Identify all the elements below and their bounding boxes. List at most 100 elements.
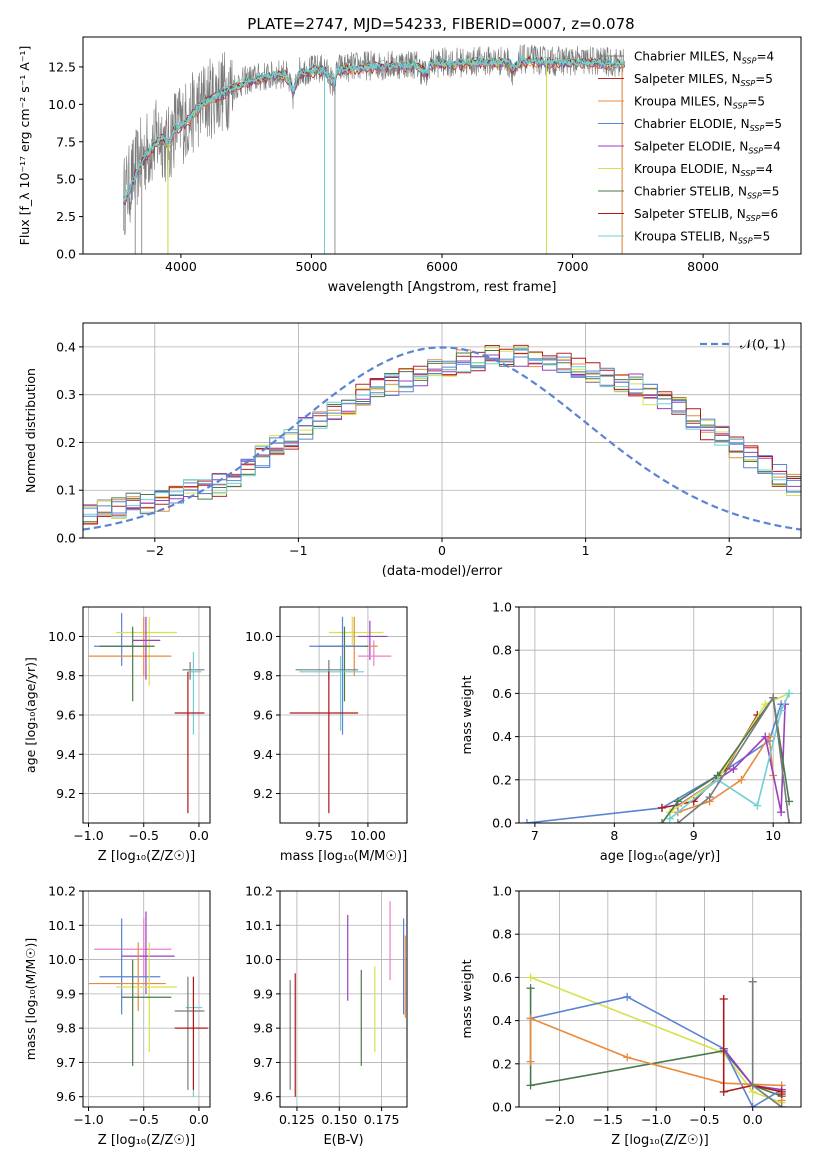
plot-area — [122, 44, 626, 254]
y-tick-label: 7.5 — [56, 134, 76, 149]
y-axis-label: mass [log₁₀(M/M☉)] — [23, 938, 38, 1060]
x-tick-label: 8000 — [687, 259, 719, 274]
panel-massweight-vs-age: 7 8 9 10 0.0 0.2 0.4 0.6 0.8 1.0 age [log₁₀(age/yr… — [459, 600, 802, 864]
plot-area — [83, 891, 210, 1107]
y-tick-label: 0.8 — [492, 927, 512, 942]
x-tick-label: 6000 — [426, 259, 458, 274]
y-tick-label: 0.2 — [492, 772, 512, 787]
legend-label: Chabrier MILES, NSSP=4 — [634, 50, 774, 66]
legend-label: Kroupa MILES, NSSP=5 — [634, 95, 765, 111]
plot-area — [519, 891, 801, 1107]
mass-weight-line — [677, 696, 790, 823]
y-tick-label: 9.6 — [253, 708, 273, 723]
y-tick-label: 0.2 — [492, 1056, 512, 1071]
plot-area — [83, 323, 801, 538]
x-axis-label: Z [log₁₀(Z/Z☉)] — [611, 1133, 708, 1148]
y-tick-label: 0.4 — [492, 1013, 512, 1028]
plot-area — [280, 607, 407, 823]
y-axis-label: Flux [f_λ 10⁻¹⁷ erg cm⁻² s⁻¹ A⁻¹] — [17, 46, 32, 246]
x-tick-label: 0 — [438, 543, 446, 558]
x-tick-label: 0.175 — [364, 1112, 400, 1127]
y-tick-label: 9.6 — [56, 1089, 76, 1104]
y-tick-label: 0.0 — [492, 1100, 512, 1115]
legend-label: 𝒩(0, 1) — [740, 337, 786, 352]
x-tick-label: 5000 — [296, 259, 328, 274]
y-tick-label: 9.7 — [253, 1055, 273, 1070]
y-tick-label: 10.0 — [245, 629, 273, 644]
x-axis-label: Z [log₁₀(Z/Z☉)] — [98, 1133, 195, 1148]
y-tick-label: 5.0 — [56, 172, 76, 187]
legend-label: Chabrier ELODIE, NSSP=5 — [634, 117, 782, 133]
y-tick-label: 0.0 — [492, 816, 512, 831]
axes-frame — [82, 890, 211, 1108]
x-axis-label: Z [log₁₀(Z/Z☉)] — [98, 849, 195, 864]
y-tick-label: 10.0 — [48, 97, 76, 112]
x-tick-label: 10 — [765, 828, 781, 843]
y-tick-label: 1.0 — [492, 600, 512, 615]
y-axis-label: mass weight — [459, 959, 474, 1038]
y-tick-label: 9.6 — [253, 1089, 273, 1104]
panel-massweight-vs-Z: −2.0 −1.5 −1.0 −0.5 0.0 0.0 0.2 0.4 0.6 0.8 1.0 Z [… — [459, 884, 802, 1148]
legend-label: Salpeter ELODIE, NSSP=4 — [634, 140, 781, 156]
legend-label: Kroupa ELODIE, NSSP=4 — [634, 162, 773, 178]
gaussian-curve — [83, 346, 801, 531]
legend-label: Salpeter MILES, NSSP=5 — [634, 72, 773, 88]
x-tick-label: 0.0 — [743, 1112, 763, 1127]
x-axis-label: wavelength [Angstrom, rest frame] — [328, 280, 557, 295]
x-tick-label: 1 — [582, 543, 590, 558]
panel-residuals: −2 −1 0 1 2 0.0 0.1 0.2 0.3 0.4 (data-model)/error… — [23, 322, 802, 579]
x-tick-label: 9.75 — [305, 828, 333, 843]
y-tick-label: 1.0 — [492, 884, 512, 899]
panel-spectrum: 4000 5000 6000 7000 8000 0.0 2.5 5.0 7.5 10.0 12.5… — [17, 36, 802, 295]
x-tick-label: 9 — [690, 828, 698, 843]
y-tick-label: 9.9 — [253, 986, 273, 1001]
y-tick-label: 0.6 — [492, 686, 512, 701]
spectrum-data-line — [123, 44, 626, 236]
y-tick-label: 9.4 — [56, 747, 76, 762]
y-tick-label: 9.8 — [56, 1021, 76, 1036]
y-tick-label: 0.4 — [492, 729, 512, 744]
x-tick-label: 2 — [725, 543, 733, 558]
x-tick-label: 4000 — [165, 259, 197, 274]
axes-frame — [518, 890, 802, 1108]
y-tick-label: 10.0 — [245, 952, 273, 967]
panel-mass-vs-EBV: 0.125 0.150 0.175 9.6 9.7 9.8 9.9 10.0 10.1 10.2 E… — [245, 884, 408, 1148]
y-tick-label: 10.1 — [245, 918, 273, 933]
y-tick-label: 9.4 — [253, 747, 273, 762]
y-tick-label: 9.2 — [253, 786, 273, 801]
x-tick-label: 0.150 — [321, 1112, 357, 1127]
x-tick-label: 0.0 — [189, 828, 209, 843]
x-tick-label: 0.0 — [189, 1112, 209, 1127]
axes-frame — [279, 890, 408, 1108]
x-tick-label: 7 — [531, 828, 539, 843]
spectrum-model-line — [123, 55, 626, 198]
y-tick-label: 0.2 — [56, 435, 76, 450]
plot-area — [519, 607, 801, 823]
x-axis-label: E(B-V) — [323, 1133, 363, 1148]
legend-label: Kroupa STELIB, NSSP=5 — [634, 230, 770, 246]
y-tick-label: 9.9 — [56, 986, 76, 1001]
x-tick-label: 0.125 — [279, 1112, 315, 1127]
x-tick-label: 8 — [610, 828, 618, 843]
figure-title: PLATE=2747, MJD=54233, FIBERID=0007, z=0… — [247, 15, 634, 33]
y-axis-label: Normed distribution — [23, 368, 38, 493]
panel-age-vs-Z: −1.0 −0.5 0.0 9.2 9.4 9.6 9.8 10.0 Z [log₁₀(Z/Z☉… — [23, 606, 211, 864]
y-tick-label: 10.0 — [48, 952, 76, 967]
y-tick-label: 9.8 — [253, 668, 273, 683]
y-tick-label: 9.8 — [56, 668, 76, 683]
x-tick-label: 7000 — [557, 259, 589, 274]
y-tick-label: 0.8 — [492, 643, 512, 658]
spectrum-legend: Chabrier MILES, NSSP=4 Salpeter MILES, NS… — [598, 50, 782, 246]
legend-label: Chabrier STELIB, NSSP=5 — [634, 185, 779, 201]
legend-label: Salpeter STELIB, NSSP=6 — [634, 207, 778, 223]
y-tick-label: 9.6 — [56, 708, 76, 723]
plot-area — [280, 891, 407, 1107]
x-tick-label: −2 — [146, 543, 164, 558]
y-tick-label: 0.6 — [492, 970, 512, 985]
y-axis-label: mass weight — [459, 675, 474, 754]
y-tick-label: 0.3 — [56, 387, 76, 402]
residual-histogram-step — [83, 348, 801, 523]
x-tick-label: −1.0 — [73, 1112, 103, 1127]
mass-weight-line — [526, 703, 782, 823]
